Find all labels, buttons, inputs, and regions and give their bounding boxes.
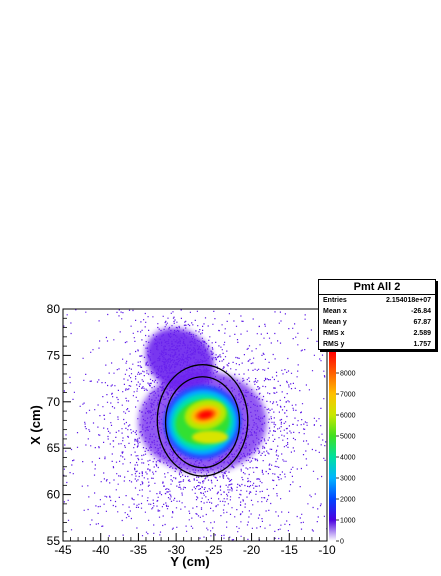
stats-title: Pmt All 2	[319, 280, 435, 295]
colorbar-tick-label: 6000	[340, 413, 356, 420]
colorbar-tick-label: 8000	[340, 371, 356, 378]
colorbar-tick-label: 4000	[340, 455, 356, 462]
colorbar-tick-label: 0	[340, 539, 344, 546]
y-tick-label: 55	[47, 534, 61, 548]
colorbar	[329, 352, 336, 541]
stats-label: Mean x	[323, 308, 347, 315]
stats-row-entries: Entries 2.154018e+07	[319, 295, 435, 306]
stats-label: Mean y	[323, 319, 347, 326]
stats-value: 67.87	[413, 319, 431, 326]
heatmap-cells	[63, 309, 327, 541]
overlay-circle-1	[156, 364, 249, 477]
stats-value: 2.589	[413, 330, 431, 337]
scatter-events	[63, 309, 327, 541]
y-tick-label: 65	[47, 441, 61, 455]
stats-row-mean-y: Mean y 67.87	[319, 317, 435, 328]
stats-row-mean-x: Mean x -26.84	[319, 306, 435, 317]
colorbar-tick-label: 7000	[340, 392, 356, 399]
x-tick-label: -10	[318, 543, 336, 557]
y-tick-label: 70	[47, 395, 61, 409]
x-tick-label: -30	[167, 543, 185, 557]
y-tick-label: 80	[47, 302, 61, 316]
x-tick-label: -45	[54, 543, 72, 557]
colorbar-tick-label: 1000	[340, 518, 356, 525]
colorbar-tick-label: 3000	[340, 476, 356, 483]
x-axis-title: Y (cm)	[170, 554, 210, 569]
y-tick-label: 60	[47, 488, 61, 502]
stats-label: RMS x	[323, 330, 345, 337]
x-tick-label: -15	[281, 543, 299, 557]
y-axis-title: X (cm)	[28, 405, 43, 445]
stats-label: Entries	[323, 297, 347, 304]
stats-label: RMS y	[323, 341, 345, 348]
stats-value: 2.154018e+07	[386, 297, 431, 304]
colorbar-tick-label: 2000	[340, 497, 356, 504]
x-tick-label: -25	[205, 543, 223, 557]
stats-row-rms-x: RMS x 2.589	[319, 328, 435, 339]
overlay-circle-2	[164, 376, 241, 469]
stats-row-rms-y: RMS y 1.757	[319, 339, 435, 350]
stats-box: Pmt All 2 Entries 2.154018e+07 Mean x -2…	[318, 279, 436, 350]
stats-value: 1.757	[413, 341, 431, 348]
y-tick-label: 75	[47, 348, 61, 362]
x-tick-label: -20	[243, 543, 261, 557]
plot-frame	[62, 308, 328, 542]
colorbar-tick-label: 5000	[340, 434, 356, 441]
stats-value: -26.84	[411, 308, 431, 315]
x-tick-label: -35	[130, 543, 148, 557]
x-tick-label: -40	[92, 543, 110, 557]
density-level-8500	[198, 411, 213, 419]
density-band	[191, 430, 229, 444]
